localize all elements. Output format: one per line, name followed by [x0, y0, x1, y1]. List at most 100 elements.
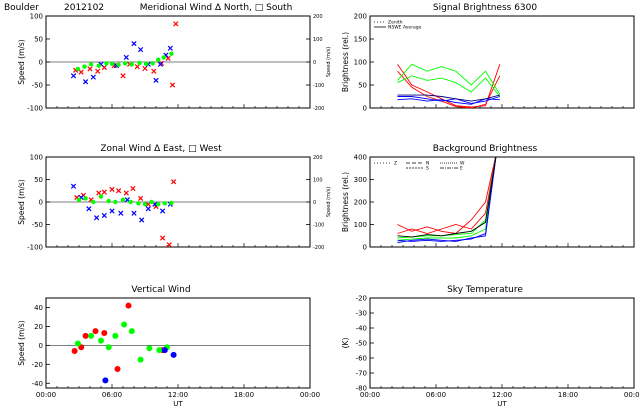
- sky-x-tick-label: 00:00: [360, 391, 380, 399]
- signal-title: Signal Brightness 6300: [433, 3, 537, 13]
- vertical-data-point: [102, 377, 109, 384]
- vertical-data-point: [71, 348, 78, 355]
- signal-series-line: [397, 98, 500, 105]
- sky-plot-frame: [369, 297, 635, 389]
- signal-series-line: [397, 70, 501, 108]
- background-series-line: [397, 157, 496, 234]
- zonal-data-point: [113, 199, 118, 205]
- zonal-data-point: [139, 217, 145, 223]
- zonal-y-tick-label: 50: [34, 176, 43, 184]
- signal-legend-average: NSWE Average: [388, 25, 422, 31]
- vertical-x-tick-label: 00:00: [36, 391, 56, 399]
- meridional-data-point: [142, 65, 148, 72]
- sky-y-tick-label: -50: [356, 340, 367, 348]
- zonal-y-tick-label: 0: [39, 199, 43, 207]
- vertical-y-tick-label: 20: [34, 323, 43, 331]
- meridional-data-point: [131, 40, 137, 47]
- zonal-data-point: [109, 208, 115, 214]
- zonal-data-point: [70, 183, 77, 189]
- signal-series-line: [397, 75, 501, 97]
- background-series-line: [397, 157, 497, 242]
- signal-y-tick-label: 0: [363, 105, 367, 113]
- sky-y-tick-label: -70: [356, 370, 367, 378]
- meridional-chart: Meridional Wind ∆ North, □ South -100 -50 0…: [17, 3, 332, 113]
- meridional-data-point: [156, 57, 161, 62]
- zonal-data-point: [169, 200, 174, 206]
- zonal-data-point: [98, 194, 104, 199]
- sky-y-tick-label: -20: [356, 295, 367, 303]
- meridional-data-point: [157, 61, 164, 67]
- meridional-data-point: [104, 61, 109, 66]
- zonal-y-tick-label: 100: [30, 154, 43, 162]
- zonal-data-point: [131, 210, 137, 216]
- zonal-title: Zonal Wind ∆ East, □ West: [100, 144, 222, 154]
- background-y-tick-label: 200: [354, 199, 367, 207]
- vertical-data-point: [161, 347, 168, 354]
- zonal-data-point: [101, 212, 107, 219]
- zonal-y-tick-label: -100: [27, 244, 43, 252]
- vertical-x-tick-label: 18:00: [234, 391, 254, 399]
- meridional-y-tick-label: 50: [34, 36, 43, 44]
- background-legend-s: S: [426, 166, 429, 172]
- sky-y-tick-label: -80: [356, 385, 367, 393]
- zonal-data-point: [130, 185, 136, 192]
- vertical-data-point: [88, 332, 95, 339]
- vertical-x-axis-label: UT: [173, 400, 183, 408]
- meridional-data-point: [88, 62, 94, 67]
- meridional-data-point: [161, 55, 166, 60]
- vertical-plot-frame: [45, 297, 311, 389]
- meridional-data-point: [169, 82, 176, 88]
- zonal-data-point: [83, 196, 88, 201]
- meridional-y-tick-label: 0: [39, 59, 43, 67]
- zonal-data: [70, 179, 177, 247]
- meridional-y2-axis-label: Speed (m/s): [326, 47, 332, 77]
- signal-y-tick-label: 50: [358, 82, 367, 90]
- meridional-data-point: [137, 46, 144, 53]
- zonal-data-point: [166, 242, 172, 247]
- background-data: [397, 157, 497, 243]
- meridional-data-point: [173, 21, 179, 27]
- background-legend-w: W: [460, 161, 465, 167]
- zonal-data-point: [162, 201, 167, 206]
- meridional-data-point: [151, 68, 157, 74]
- zonal-data-point: [101, 189, 107, 195]
- zonal-data-point: [142, 202, 148, 207]
- background-legend-n: N: [426, 161, 429, 167]
- vertical-title: Vertical Wind: [131, 285, 190, 295]
- background-y-tick-label: 0: [363, 244, 367, 252]
- zonal-y-axis-label: Speed (m/s): [17, 179, 26, 225]
- vertical-data-point: [82, 332, 89, 339]
- sky-y-tick-label: -30: [356, 310, 367, 318]
- zonal-data-point: [106, 198, 111, 204]
- meridional-data-point: [165, 55, 171, 61]
- meridional-y-tick-label: -100: [27, 105, 43, 113]
- background-y-tick-label: 300: [354, 176, 367, 184]
- zonal-data-point: [123, 190, 129, 196]
- vertical-data-point: [125, 302, 132, 309]
- zonal-data-point: [128, 199, 133, 205]
- vertical-x-tick-label: 12:00: [168, 391, 188, 399]
- vertical-data-point: [170, 351, 177, 358]
- vertical-data-point: [137, 356, 144, 363]
- vertical-chart: Vertical Wind -40 -20 0 20 40 Speed (m/s) 00:00…: [17, 285, 320, 408]
- vertical-data-point: [146, 345, 153, 352]
- vertical-data-point: [98, 337, 104, 344]
- sky-y-tick-label: -40: [356, 325, 367, 333]
- meridional-data-point: [143, 61, 149, 67]
- background-series-line: [397, 157, 497, 241]
- meridional-data-point: [82, 79, 89, 85]
- vertical-x-tick-label: 06:00: [102, 391, 122, 399]
- zonal-y2-tick-label: -100: [313, 223, 324, 229]
- meridional-y2-tick-label: 200: [313, 14, 323, 20]
- sky-x-tick-label: 06:00: [426, 391, 446, 399]
- vertical-data-point: [101, 330, 108, 337]
- vertical-data-point: [105, 344, 112, 351]
- vertical-data-point: [128, 328, 135, 335]
- vertical-data: [71, 302, 177, 384]
- sky-y-axis-label: (K): [341, 338, 350, 349]
- meridional-data-point: [153, 77, 159, 84]
- meridional-y2-tick-label: 0: [313, 60, 316, 66]
- zonal-data-point: [120, 197, 126, 202]
- zonal-y2-tick-label: -200: [313, 245, 324, 251]
- meridional-data-point: [87, 66, 93, 72]
